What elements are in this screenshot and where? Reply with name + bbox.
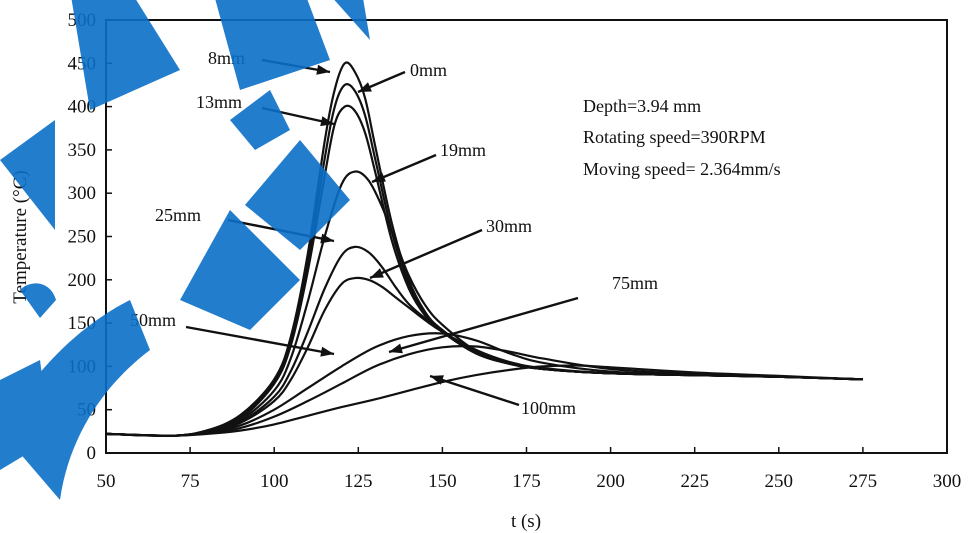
y-axis-title: Temperature (°C): [10, 170, 31, 303]
x-tick-label: 100: [260, 471, 289, 492]
y-tick-label: 50: [77, 400, 96, 421]
x-tick-label: 250: [765, 471, 794, 492]
arrow-30mm: [369, 228, 483, 280]
plot-frame: [105, 19, 948, 454]
x-tick-label: 275: [849, 471, 878, 492]
curve-8mm: [105, 61, 863, 437]
x-tick-label: 300: [933, 471, 962, 492]
arrowhead-25mm: [320, 233, 334, 244]
y-tick-label: 400: [68, 97, 97, 118]
y-tick-label: 0: [87, 443, 97, 464]
annotation-moving-speed: Moving speed= 2.364mm/s: [583, 159, 781, 179]
x-tick-label: 75: [181, 471, 200, 492]
y-tick-label: 450: [68, 53, 97, 74]
arrowhead-8mm: [316, 64, 330, 75]
arrowhead-19mm: [372, 172, 386, 182]
y-tick-label: 150: [68, 313, 97, 334]
x-tick-label: 50: [97, 471, 116, 492]
curve-label-25mm: 25mm: [155, 205, 201, 225]
axis-ticks: 50 75 100 125 150 175 200 225 250 275 300050100150…: [68, 10, 962, 492]
arrow-25mm: [227, 218, 335, 243]
arrowhead-13mm: [320, 116, 334, 127]
curve-label-8mm: 8mm: [208, 48, 245, 68]
curve-25mm: [105, 245, 863, 437]
curve-100mm: [105, 364, 863, 437]
y-tick-label: 250: [68, 227, 97, 248]
x-tick-label: 175: [512, 471, 541, 492]
curve-75mm: [105, 345, 863, 437]
curve-label-30mm: 30mm: [486, 216, 532, 236]
arrowhead-75mm: [389, 343, 403, 354]
x-axis-title: t (s): [511, 511, 541, 532]
y-tick-label: 200: [68, 270, 97, 291]
arrow-75mm: [388, 296, 579, 354]
arrow-50mm: [185, 325, 335, 356]
arrowhead-50mm: [320, 346, 334, 357]
arrowhead-100mm: [430, 375, 444, 385]
annotation-depth: Depth=3.94 mm: [583, 96, 701, 116]
y-tick-label: 300: [68, 183, 97, 204]
curve-label-75mm: 75mm: [612, 273, 658, 293]
curve-label-50mm: 50mm: [130, 310, 176, 330]
x-tick-label: 125: [344, 471, 373, 492]
y-tick-label: 350: [68, 140, 97, 161]
annotation-rotating-speed: Rotating speed=390RPM: [583, 127, 766, 147]
curve-label-13mm: 13mm: [196, 92, 242, 112]
y-tick-label: 500: [68, 10, 97, 31]
x-tick-label: 225: [680, 471, 709, 492]
curve-label-0mm: 0mm: [410, 60, 447, 80]
arrowhead-30mm: [370, 268, 384, 278]
arrow-100mm: [429, 374, 520, 407]
x-tick-label: 200: [596, 471, 625, 492]
curve-label-19mm: 19mm: [440, 140, 486, 160]
y-tick-label: 100: [68, 356, 97, 377]
x-tick-label: 150: [428, 471, 457, 492]
curves-group: [105, 61, 863, 437]
curve-50mm: [105, 332, 863, 437]
annotation-block: Depth=3.94 mm Rotating speed=390RPM Movi…: [583, 96, 781, 179]
curve-19mm: [105, 170, 863, 437]
arrowhead-0mm: [358, 82, 372, 92]
curve-30mm: [105, 276, 863, 437]
curve-label-100mm: 100mm: [521, 398, 576, 418]
